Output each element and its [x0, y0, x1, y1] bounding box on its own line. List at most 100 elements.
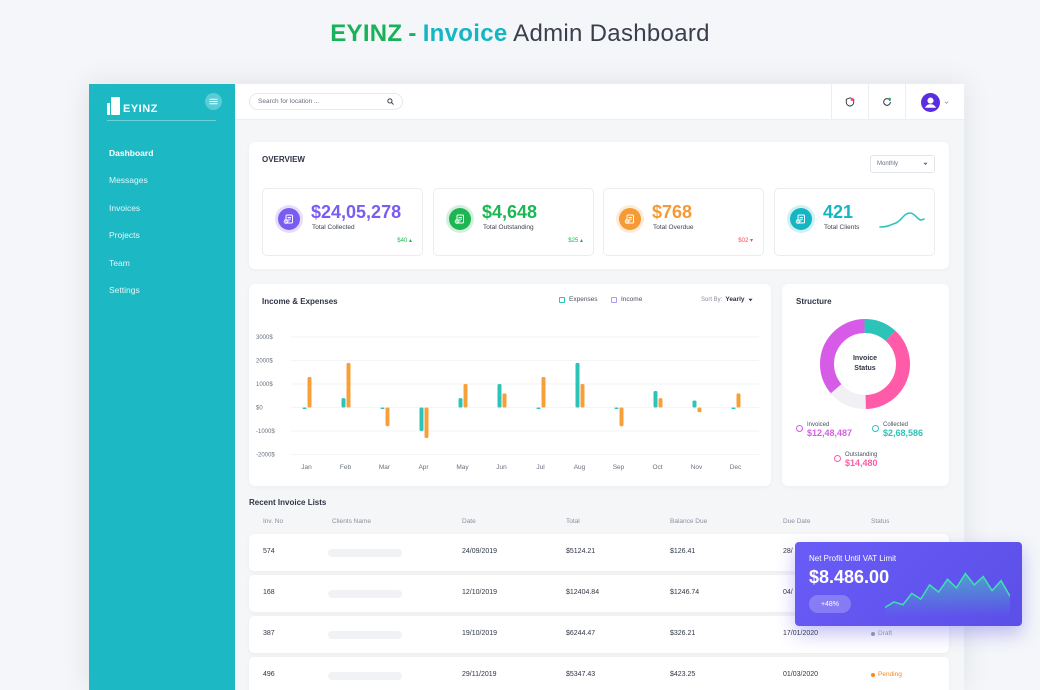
sidebar-item-messages[interactable]: Messages	[109, 175, 148, 186]
bar-income-oct[interactable]	[658, 398, 663, 408]
stat-label: Total Outstanding	[483, 224, 534, 231]
invoice-icon	[275, 205, 303, 233]
column-header-due-date[interactable]: Due Date	[783, 518, 811, 525]
column-header-inv-no[interactable]: Inv. No	[263, 518, 284, 525]
search-icon[interactable]	[387, 98, 394, 105]
legend-income[interactable]: Income	[611, 296, 642, 303]
bar-expenses-mar[interactable]	[380, 407, 385, 410]
bar-expenses-dec[interactable]	[731, 407, 736, 410]
cell-inv: 387	[263, 630, 275, 637]
sidebar-item-projects[interactable]: Projects	[109, 230, 140, 241]
net-profit-card[interactable]: Net Profit Until VAT Limit $8.486.00 +48…	[795, 542, 1022, 626]
status-dot-icon	[871, 631, 875, 636]
column-header-clients-name[interactable]: Clients Name	[332, 518, 372, 525]
notifications-button[interactable]	[831, 84, 868, 120]
cell-inv: 574	[263, 548, 275, 555]
cell-date: 29/11/2019	[462, 671, 497, 678]
bar-expenses-jun[interactable]	[497, 384, 502, 408]
y-tick-label: -1000$	[256, 429, 275, 435]
logo[interactable]: EYINZ	[107, 93, 158, 115]
bar-expenses-sep[interactable]	[614, 407, 619, 410]
profile-menu[interactable]	[905, 84, 964, 120]
sidebar-item-dashboard[interactable]: Dashboard	[109, 148, 154, 158]
cell-due: 17/01/2020	[783, 630, 819, 637]
bar-income-nov[interactable]	[697, 407, 702, 413]
bar-expenses-jan[interactable]	[302, 407, 307, 410]
client-name-placeholder	[328, 672, 402, 680]
legend-expenses-label: Expenses	[569, 296, 598, 303]
x-tick-label: May	[456, 464, 469, 471]
cell-due: 01/03/2020	[783, 671, 819, 678]
topbar	[235, 84, 964, 120]
cell-balance: $326.21	[670, 630, 696, 637]
page-heading: EYINZ - Invoice Admin Dashboard	[0, 20, 1040, 48]
table-row[interactable]: 496 29/11/2019 $5347.43 $423.25 01/03/2020 Pe…	[249, 657, 949, 690]
x-tick-label: Aug	[574, 464, 586, 471]
cell-date: 12/10/2019	[462, 589, 498, 596]
period-select-value: Monthly	[877, 161, 899, 167]
bar-expenses-oct[interactable]	[653, 391, 658, 408]
bar-expenses-feb[interactable]	[341, 398, 346, 408]
cell-date: 19/10/2019	[462, 630, 498, 637]
stat-card-total-clients[interactable]: 421 Total Clients	[774, 188, 935, 256]
bar-expenses-may[interactable]	[458, 398, 463, 408]
menu-toggle-button[interactable]	[205, 93, 222, 110]
bar-income-jun[interactable]	[502, 393, 507, 408]
legend-amount: $2,68,586	[883, 428, 924, 438]
sort-by-label: Sort By:	[701, 296, 723, 303]
donut-slice-2[interactable]	[815, 314, 915, 414]
column-header-status[interactable]: Status	[871, 518, 890, 525]
user-avatar-icon	[921, 92, 940, 112]
donut-slice-3[interactable]	[815, 314, 915, 414]
client-name-placeholder	[328, 549, 402, 557]
status-text: Pending	[878, 671, 902, 678]
net-profit-value: $8.486.00	[809, 567, 890, 587]
bar-expenses-aug[interactable]	[575, 362, 580, 408]
stat-card-total-overdue[interactable]: $768 Total Overdue $02 ▾	[603, 188, 764, 256]
caret-down-icon	[747, 298, 753, 301]
structure-legend-invoiced: Invoiced $12,48,487	[796, 422, 852, 438]
structure-legend-collected: Collected $2,68,586	[872, 422, 923, 438]
search-box[interactable]	[249, 93, 403, 110]
bar-income-apr[interactable]	[424, 407, 429, 439]
clients-sparkline	[879, 212, 925, 228]
stat-value: 421	[823, 202, 854, 222]
sidebar-item-team[interactable]: Team	[109, 257, 130, 268]
column-header-total[interactable]: Total	[566, 518, 580, 525]
sidebar-item-settings[interactable]: Settings	[109, 284, 140, 295]
sort-by-select[interactable]: Sort By: Yearly	[701, 296, 753, 303]
bar-income-mar[interactable]	[385, 407, 390, 427]
stat-value: $4,648	[482, 202, 538, 222]
logo-mark-icon	[107, 95, 121, 115]
period-select[interactable]: Monthly	[870, 155, 935, 173]
x-tick-label: Jun	[496, 464, 507, 471]
stat-delta-value: $40	[397, 238, 408, 244]
sidebar-item-invoices[interactable]: Invoices	[109, 202, 141, 213]
bar-income-dec[interactable]	[736, 393, 741, 408]
bar-expenses-nov[interactable]	[692, 400, 697, 408]
cell-total: $6244.47	[566, 630, 596, 637]
cell-total: $5347.43	[566, 671, 596, 678]
legend-expenses[interactable]: Expenses	[559, 296, 598, 303]
donut-slice-1[interactable]	[815, 314, 915, 414]
column-header-balance-due[interactable]: Balance Due	[670, 518, 708, 525]
column-header-date[interactable]: Date	[462, 518, 476, 525]
bar-income-jan[interactable]	[307, 376, 312, 408]
bar-income-aug[interactable]	[580, 384, 585, 408]
heading-rest: Admin Dashboard	[513, 20, 710, 47]
bar-income-jul[interactable]	[541, 376, 546, 408]
search-input[interactable]	[258, 98, 388, 105]
bar-income-sep[interactable]	[619, 407, 624, 427]
arrow-up-icon: ▴	[578, 238, 583, 244]
y-tick-label: $0	[256, 406, 263, 412]
refresh-icon	[883, 97, 891, 106]
bar-income-feb[interactable]	[346, 362, 351, 408]
bar-expenses-apr[interactable]	[419, 407, 424, 432]
sync-button[interactable]	[868, 84, 905, 120]
stat-delta-value: $02	[738, 238, 749, 244]
stat-card-total-collected[interactable]: $24,05,278 Total Collected $40 ▴	[262, 188, 423, 256]
bar-expenses-jul[interactable]	[536, 407, 541, 410]
overview-card: OVERVIEW Monthly $24,05,278 Total Collect…	[249, 142, 949, 269]
bar-income-may[interactable]	[463, 384, 468, 408]
stat-card-total-outstanding[interactable]: $4,648 Total Outstanding $25 ▴	[433, 188, 594, 256]
